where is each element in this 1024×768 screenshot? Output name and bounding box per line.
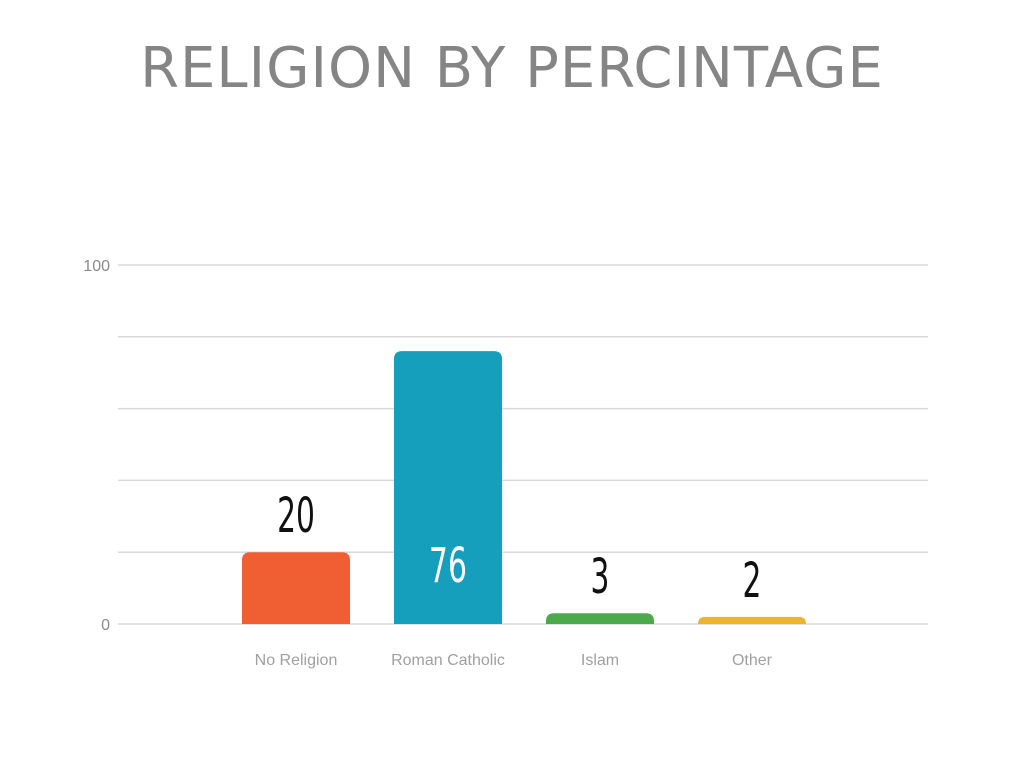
category-label: No Religion [255,652,338,669]
bar-no-religion [242,552,350,624]
gridlines [118,264,928,625]
category-labels: No Religion Roman Catholic Islam Other [255,652,773,669]
category-label: Other [732,652,773,669]
value-label: 2 [743,554,762,609]
chart-title: RELIGION BY PERCINTAGE [140,36,884,101]
value-labels: 20 76 3 2 [277,489,761,609]
bar-other [698,616,806,624]
y-tick-label: 0 [101,617,110,634]
value-label: 3 [591,550,610,605]
y-axis-ticks: 0 100 [83,258,110,634]
y-tick-label: 100 [83,258,110,275]
bars [242,351,806,624]
bar-roman-catholic [394,351,502,624]
category-label: Roman Catholic [391,652,505,669]
category-label: Islam [581,652,619,669]
value-label: 20 [277,489,315,544]
bar-islam [546,613,654,624]
value-label: 76 [429,539,467,594]
